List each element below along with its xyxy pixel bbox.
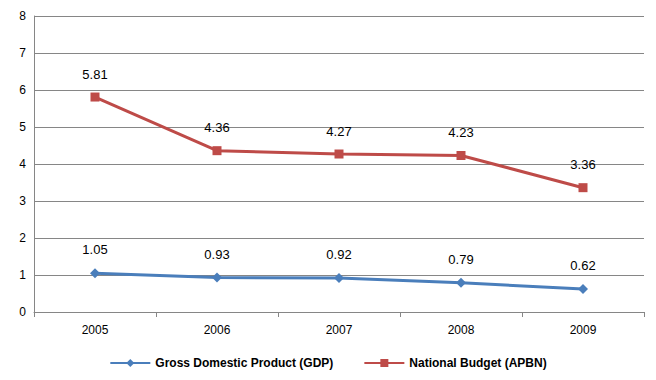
svg-text:National Budget (APBN): National Budget (APBN) (409, 356, 546, 370)
svg-text:0: 0 (19, 305, 26, 319)
svg-text:2008: 2008 (448, 323, 475, 337)
svg-text:5.81: 5.81 (82, 67, 107, 82)
svg-text:4.36: 4.36 (204, 120, 229, 135)
svg-text:2: 2 (19, 231, 26, 245)
svg-text:3: 3 (19, 194, 26, 208)
svg-text:3.36: 3.36 (570, 157, 595, 172)
svg-text:2007: 2007 (326, 323, 353, 337)
svg-text:1: 1 (19, 268, 26, 282)
svg-text:2006: 2006 (204, 323, 231, 337)
svg-text:8: 8 (19, 9, 26, 23)
svg-text:2009: 2009 (570, 323, 597, 337)
svg-text:0.93: 0.93 (204, 247, 229, 262)
svg-text:4.23: 4.23 (448, 125, 473, 140)
svg-text:4: 4 (19, 157, 26, 171)
svg-text:Gross Domestic Product (GDP): Gross Domestic Product (GDP) (155, 356, 333, 370)
svg-text:7: 7 (19, 46, 26, 60)
svg-text:0.62: 0.62 (570, 258, 595, 273)
svg-text:0.79: 0.79 (448, 252, 473, 267)
svg-text:2005: 2005 (82, 323, 109, 337)
svg-text:6: 6 (19, 83, 26, 97)
svg-text:0.92: 0.92 (326, 247, 351, 262)
svg-text:1.05: 1.05 (82, 242, 107, 257)
svg-text:4.27: 4.27 (326, 124, 351, 139)
svg-text:5: 5 (19, 120, 26, 134)
